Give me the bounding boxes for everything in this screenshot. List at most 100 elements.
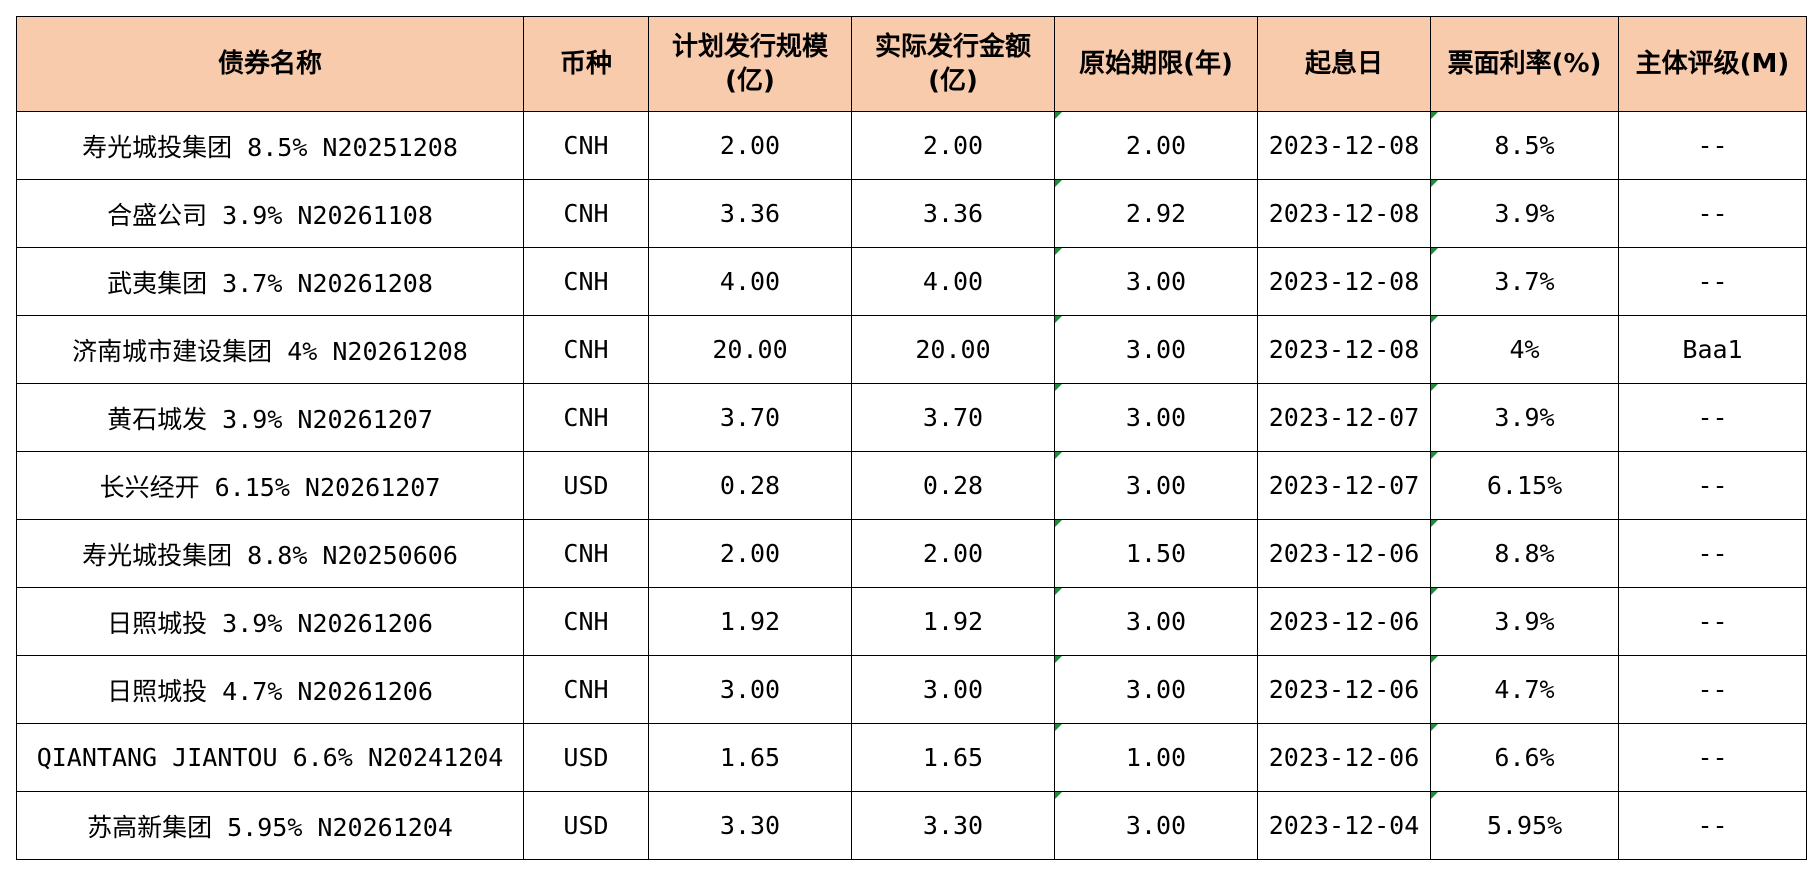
- cell-bond-name: 日照城投 4.7% N20261206: [16, 655, 524, 724]
- cell-actual-amount: 3.30: [851, 791, 1055, 860]
- cell-value-date: 2023-12-06: [1257, 519, 1431, 588]
- cell-currency: CNH: [523, 655, 649, 724]
- cell-currency: CNH: [523, 179, 649, 248]
- cell-bond-name: 寿光城投集团 8.8% N20250606: [16, 519, 524, 588]
- cell-bond-name: 黄石城发 3.9% N20261207: [16, 383, 524, 452]
- cell-currency: USD: [523, 791, 649, 860]
- header-unit: (亿): [725, 66, 775, 96]
- header-unit: (亿): [928, 66, 978, 96]
- cell-coupon-rate: 3.9%: [1430, 179, 1619, 248]
- bond-issuance-table: 债券名称 币种 计划发行规模 (亿) 实际发行金额 (亿) 原始期限(年) 起息日 票面利率(%…: [16, 16, 1807, 860]
- cell-original-term: 3.00: [1054, 791, 1258, 860]
- cell-issuer-rating: --: [1618, 519, 1807, 588]
- table-row: 长兴经开 6.15% N20261207 USD 0.28 0.28 3.00 2023-…: [16, 451, 1807, 520]
- cell-original-term: 2.92: [1054, 179, 1258, 248]
- cell-bond-name: QIANTANG JIANTOU 6.6% N20241204: [16, 723, 524, 792]
- cell-coupon-rate: 4.7%: [1430, 655, 1619, 724]
- header-planned-size: 计划发行规模 (亿): [648, 16, 852, 112]
- cell-issuer-rating: --: [1618, 247, 1807, 316]
- cell-issuer-rating: --: [1618, 111, 1807, 180]
- header-label: 计划发行规模: [671, 32, 828, 62]
- table-row: 黄石城发 3.9% N20261207 CNH 3.70 3.70 3.00 2023-1…: [16, 383, 1807, 452]
- cell-original-term: 3.00: [1054, 315, 1258, 384]
- cell-planned-size: 0.28: [648, 451, 852, 520]
- header-label: 币种: [559, 49, 612, 79]
- cell-value-date: 2023-12-06: [1257, 587, 1431, 656]
- cell-issuer-rating: --: [1618, 587, 1807, 656]
- table-row: QIANTANG JIANTOU 6.6% N20241204 USD 1.65 1.…: [16, 723, 1807, 792]
- cell-value-date: 2023-12-07: [1257, 383, 1431, 452]
- cell-original-term: 3.00: [1054, 247, 1258, 316]
- cell-planned-size: 20.00: [648, 315, 852, 384]
- table-row: 日照城投 3.9% N20261206 CNH 1.92 1.92 3.00 2023-1…: [16, 587, 1807, 656]
- header-label: 票面利率(%): [1447, 49, 1602, 79]
- header-label: 原始期限(年): [1079, 49, 1233, 79]
- header-label: 主体评级(M): [1635, 49, 1790, 79]
- cell-planned-size: 3.70: [648, 383, 852, 452]
- header-bond-name: 债券名称: [16, 16, 524, 112]
- header-issuer-rating: 主体评级(M): [1618, 16, 1807, 112]
- header-label: 实际发行金额: [874, 32, 1031, 62]
- cell-planned-size: 2.00: [648, 111, 852, 180]
- cell-actual-amount: 1.65: [851, 723, 1055, 792]
- header-row: 债券名称 币种 计划发行规模 (亿) 实际发行金额 (亿) 原始期限(年) 起息日 票面利率(%…: [16, 16, 1807, 112]
- cell-planned-size: 4.00: [648, 247, 852, 316]
- cell-original-term: 1.00: [1054, 723, 1258, 792]
- cell-coupon-rate: 5.95%: [1430, 791, 1619, 860]
- cell-bond-name: 苏高新集团 5.95% N20261204: [16, 791, 524, 860]
- cell-bond-name: 寿光城投集团 8.5% N20251208: [16, 111, 524, 180]
- header-original-term: 原始期限(年): [1054, 16, 1258, 112]
- table-body: 寿光城投集团 8.5% N20251208 CNH 2.00 2.00 2.00 2023…: [16, 111, 1807, 860]
- cell-currency: CNH: [523, 315, 649, 384]
- table-row: 寿光城投集团 8.5% N20251208 CNH 2.00 2.00 2.00 2023…: [16, 111, 1807, 180]
- cell-value-date: 2023-12-08: [1257, 315, 1431, 384]
- cell-original-term: 3.00: [1054, 451, 1258, 520]
- cell-currency: CNH: [523, 587, 649, 656]
- cell-actual-amount: 1.92: [851, 587, 1055, 656]
- cell-issuer-rating: --: [1618, 655, 1807, 724]
- cell-planned-size: 2.00: [648, 519, 852, 588]
- header-actual-amount: 实际发行金额 (亿): [851, 16, 1055, 112]
- header-label: 起息日: [1304, 49, 1383, 79]
- cell-issuer-rating: --: [1618, 383, 1807, 452]
- cell-actual-amount: 3.00: [851, 655, 1055, 724]
- cell-actual-amount: 3.70: [851, 383, 1055, 452]
- cell-issuer-rating: --: [1618, 179, 1807, 248]
- table-row: 武夷集团 3.7% N20261208 CNH 4.00 4.00 3.00 2023-1…: [16, 247, 1807, 316]
- cell-currency: USD: [523, 723, 649, 792]
- cell-actual-amount: 4.00: [851, 247, 1055, 316]
- cell-coupon-rate: 8.5%: [1430, 111, 1619, 180]
- cell-planned-size: 3.00: [648, 655, 852, 724]
- cell-value-date: 2023-12-06: [1257, 723, 1431, 792]
- cell-coupon-rate: 6.6%: [1430, 723, 1619, 792]
- header-label: 债券名称: [217, 49, 322, 79]
- table-row: 日照城投 4.7% N20261206 CNH 3.00 3.00 3.00 2023-1…: [16, 655, 1807, 724]
- cell-coupon-rate: 8.8%: [1430, 519, 1619, 588]
- cell-issuer-rating: Baa1: [1618, 315, 1807, 384]
- cell-bond-name: 武夷集团 3.7% N20261208: [16, 247, 524, 316]
- cell-coupon-rate: 6.15%: [1430, 451, 1619, 520]
- cell-original-term: 3.00: [1054, 383, 1258, 452]
- cell-planned-size: 1.92: [648, 587, 852, 656]
- cell-currency: USD: [523, 451, 649, 520]
- cell-bond-name: 济南城市建设集团 4% N20261208: [16, 315, 524, 384]
- cell-issuer-rating: --: [1618, 723, 1807, 792]
- cell-currency: CNH: [523, 519, 649, 588]
- cell-planned-size: 1.65: [648, 723, 852, 792]
- header-value-date: 起息日: [1257, 16, 1431, 112]
- table-row: 济南城市建设集团 4% N20261208 CNH 20.00 20.00 3.00 20…: [16, 315, 1807, 384]
- table-row: 合盛公司 3.9% N20261108 CNH 3.36 3.36 2.92 2023-1…: [16, 179, 1807, 248]
- cell-actual-amount: 2.00: [851, 519, 1055, 588]
- cell-coupon-rate: 3.7%: [1430, 247, 1619, 316]
- cell-actual-amount: 0.28: [851, 451, 1055, 520]
- cell-issuer-rating: --: [1618, 451, 1807, 520]
- bond-issuance-table-container: 债券名称 币种 计划发行规模 (亿) 实际发行金额 (亿) 原始期限(年) 起息日 票面利率(%…: [16, 16, 1807, 860]
- cell-issuer-rating: --: [1618, 791, 1807, 860]
- cell-actual-amount: 3.36: [851, 179, 1055, 248]
- table-row: 苏高新集团 5.95% N20261204 USD 3.30 3.30 3.00 2023…: [16, 791, 1807, 860]
- cell-value-date: 2023-12-08: [1257, 179, 1431, 248]
- cell-original-term: 3.00: [1054, 655, 1258, 724]
- cell-currency: CNH: [523, 247, 649, 316]
- cell-original-term: 3.00: [1054, 587, 1258, 656]
- cell-coupon-rate: 3.9%: [1430, 587, 1619, 656]
